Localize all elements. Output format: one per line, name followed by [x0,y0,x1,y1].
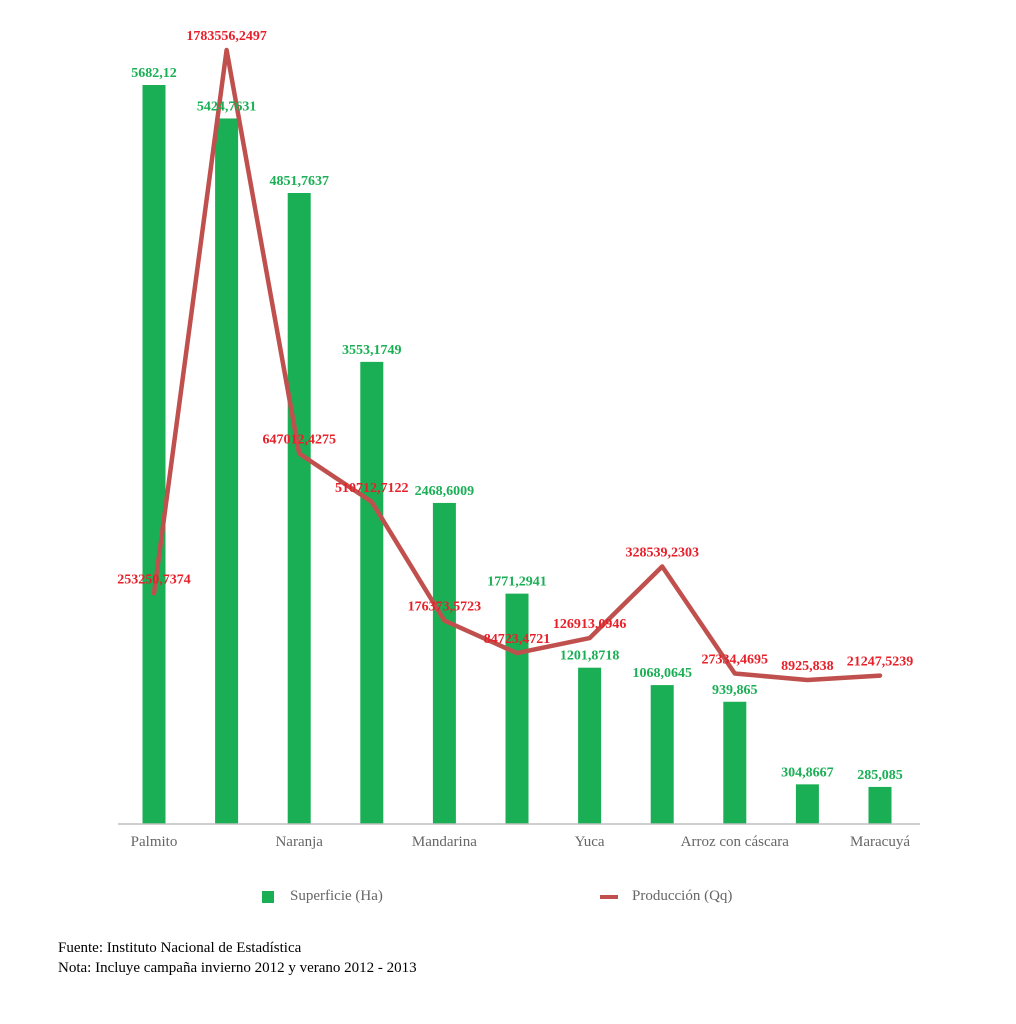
bar-value-label-0: 5682,12 [131,66,177,81]
tick-labels: Palmito Naranja Mandarina Yuca Arroz con cás… [131,834,911,850]
line-value-label-4: 176373,5723 [408,600,482,615]
bar-value-label-4: 2468,6009 [415,484,475,499]
bar-1 [215,118,239,825]
tick-label-0: Palmito [131,834,178,850]
line-value-label-1: 1783556,2497 [186,29,267,44]
bar-3 [360,361,384,824]
line-value-label-6: 126913,0946 [553,617,627,632]
bar-value-label-2: 4851,7637 [269,174,329,189]
line-value-label-8: 27334,4695 [702,652,769,667]
tick-label-8: Arroz con cáscara [681,834,790,850]
bar-value-label-9: 304,8667 [781,765,834,780]
legend-item-produccion: Producción (Qq) [600,888,732,905]
chart: Palmito Naranja Mandarina Yuca Arroz con cás… [117,29,920,850]
line-value-label-10: 21247,5239 [847,655,914,670]
bar-value-labels: 5682,12 5424,7631 4851,7637 3553,1749 2468,6… [131,66,903,783]
line-value-label-7: 328539,2303 [625,546,699,561]
line-value-label-2: 647012,4275 [262,432,336,447]
bar-value-label-5: 1771,2941 [487,575,547,590]
production-line [151,47,883,683]
tick-label-10: Maracuyá [850,834,910,850]
legend: Superficie (Ha) Producción (Qq) [0,888,1016,914]
bar-value-label-6: 1201,8718 [560,649,620,664]
chart-notes: Fuente: Instituto Nacional de Estadístic… [58,938,417,978]
legend-label-superficie: Superficie (Ha) [290,888,383,904]
bar-value-label-7: 1068,0645 [632,666,692,681]
legend-label-produccion: Producción (Qq) [632,888,733,904]
tick-label-2: Naranja [275,834,323,850]
line-value-label-5: 84723,4721 [484,632,551,647]
bar-10 [868,786,892,824]
bar-0 [142,85,166,824]
bar-4 [432,502,456,824]
bar-7 [650,685,674,824]
campaign-note: Nota: Incluye campaña invierno 2012 y ve… [58,960,417,976]
legend-line-swatch [600,894,618,899]
line-value-labels: 253250,7374 1783556,2497 647012,4275 510712… [117,29,913,674]
bar-value-label-1: 5424,7631 [197,99,257,114]
legend-item-superficie: Superficie (Ha) [262,888,383,905]
bars-layer [142,85,892,825]
line-value-label-3: 510712,7122 [335,481,409,496]
tick-label-6: Yuca [575,834,605,850]
line-value-label-0: 253250,7374 [117,572,191,587]
source-note: Fuente: Instituto Nacional de Estadístic… [58,940,302,956]
bar-8 [723,701,747,824]
bar-2 [287,192,311,825]
legend-bar-swatch [262,890,274,903]
bar-value-label-3: 3553,1749 [342,343,402,358]
tick-label-4: Mandarina [412,834,477,850]
bar-6 [578,667,602,824]
bar-9 [795,784,819,824]
bar-value-label-10: 285,085 [857,768,903,783]
line-value-label-9: 8925,838 [781,659,834,674]
bar-value-label-8: 939,865 [712,683,758,698]
bar-5 [505,593,529,824]
